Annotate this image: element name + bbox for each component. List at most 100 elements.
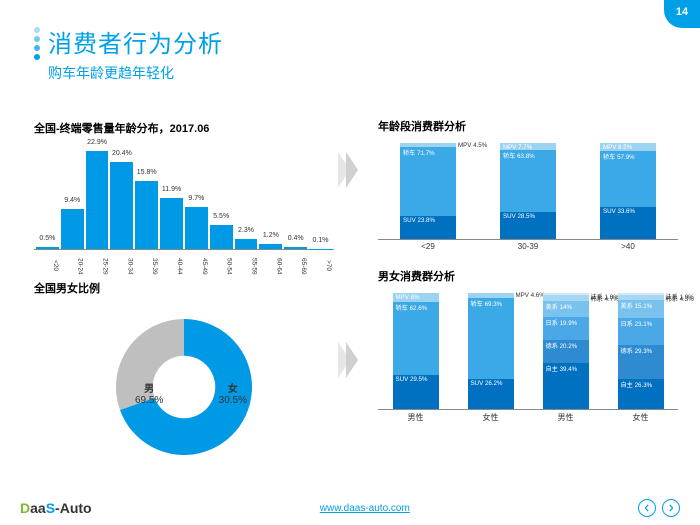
stacked-segment: 轿车 69.3% (468, 298, 514, 378)
segment-label: 自主 26.3% (621, 380, 653, 389)
main-title: 消费者行为分析 (48, 24, 223, 59)
segment-label: 美系 14% (546, 302, 572, 311)
subtitle: 购车年龄更趋年轻化 (48, 63, 223, 83)
next-button[interactable] (662, 499, 680, 517)
stacked-segment: SUV 23.8% (400, 216, 456, 239)
histogram-bar: 2.3% (235, 239, 258, 249)
segment-label: 轿车 69.3% (471, 299, 503, 308)
stacked-segment: 德系 20.2% (543, 340, 589, 363)
histogram-value-label: 9.7% (188, 195, 204, 202)
histogram-bar: 0.5% (36, 247, 59, 249)
histogram-x-label: 60-64 (259, 250, 282, 280)
stacked-bar: 自主 26.3%德系 29.3%日系 23.1%美系 15.1%韩系 4.3%法… (618, 293, 664, 409)
stack-x-label: 男性 (543, 412, 589, 423)
segment-label: SUV 23.8% (403, 217, 435, 224)
stacked-segment: MPV 8% (393, 293, 439, 302)
decor-dots-icon (34, 27, 40, 60)
age-stack-section: 年龄段消费群分析 SUV 23.8%轿车 71.7%MPV 4.5%SUV 28… (378, 118, 678, 251)
prev-button[interactable] (638, 499, 656, 517)
segment-label: MPV 8% (396, 294, 420, 301)
stacked-bar: SUV 23.8% 轿车 71.7%MPV 4.5% (400, 143, 456, 239)
segment-label: 法系 1.8% (591, 292, 619, 301)
segment-label: 轿车 63.8% (503, 151, 535, 160)
stacked-bar: SUV 26.2% 轿车 69.3%MPV 4.6% (468, 293, 514, 409)
segment-label: 轿车 71.7% (403, 148, 435, 157)
histogram-chart: 0.5%9.4%22.9%20.4%15.8%11.9%9.7%5.5%2.3%… (34, 142, 334, 250)
gender-stack-x-axis: 男性女性男性女性 (378, 412, 678, 423)
histogram-bar: 15.8% (135, 181, 158, 249)
segment-label: SUV 26.2% (471, 380, 503, 387)
stacked-segment: 韩系 4.3% (618, 295, 664, 300)
stacked-segment: MPV 4.6% (468, 293, 514, 298)
segment-label: 德系 20.2% (546, 341, 578, 350)
histogram-x-label: 20-24 (61, 250, 84, 280)
donut-section: 全国男女比例 男69.5% 女30.5% (34, 280, 334, 472)
stack-x-label: >40 (600, 242, 656, 251)
stacked-segment: 轿车 62.6% (393, 302, 439, 375)
nav-buttons (638, 499, 680, 517)
histogram-section: 全国-终端零售量年龄分布，2017.06 0.5%9.4%22.9%20.4%1… (34, 120, 334, 280)
donut-title: 全国男女比例 (34, 280, 334, 296)
stack-x-label: 男性 (393, 412, 439, 423)
gender-stack-chart: SUV 29.5% 轿车 62.6% MPV 8% SUV 26.2% 轿车 69.3%… (378, 288, 678, 410)
histogram-bar: 11.9% (160, 198, 183, 249)
stacked-segment: 轿车 63.8% (500, 150, 556, 211)
histogram-value-label: 11.9% (162, 186, 181, 193)
stacked-segment: MPV 7.7% (500, 143, 556, 150)
stacked-segment: SUV 28.5% (500, 212, 556, 239)
histogram-value-label: 0.5% (39, 235, 55, 242)
stacked-segment: 轿车 71.7% (400, 147, 456, 216)
segment-label: MPV 4.6% (516, 292, 545, 299)
segment-label: SUV 33.6% (603, 208, 635, 215)
donut-label-female: 女30.5% (219, 380, 247, 406)
histogram-x-label: 25-29 (86, 250, 109, 280)
histogram-bar: 1.2% (259, 244, 282, 249)
site-link[interactable]: www.daas-auto.com (320, 503, 410, 514)
slide: 14 消费者行为分析 购车年龄更趋年轻化 全国-终端零售量年龄分布，2017.0… (0, 0, 700, 525)
stacked-segment: MPV 4.5% (400, 143, 456, 147)
stacked-segment: 自主 39.4% (543, 363, 589, 409)
age-stack-x-axis: <2930-39>40 (378, 242, 678, 251)
histogram-bar: 9.7% (185, 207, 208, 249)
segment-label: 法系 1.9% (666, 292, 694, 301)
stacked-segment: MPV 8.5% (600, 143, 656, 151)
histogram-value-label: 20.4% (112, 150, 132, 157)
histogram-value-label: 9.4% (64, 197, 80, 204)
histogram-value-label: 2.3% (238, 227, 254, 234)
footer: DaaS-Auto www.daas-auto.com (0, 497, 700, 519)
histogram-x-label: >70 (309, 250, 332, 280)
segment-label: 自主 39.4% (546, 364, 578, 373)
age-stack-chart: SUV 23.8% 轿车 71.7%MPV 4.5% SUV 28.5% 轿车 63.… (378, 138, 678, 240)
stacked-segment: 法系 1.8% (543, 293, 589, 295)
stacked-segment: 德系 29.3% (618, 345, 664, 379)
stacked-bar: SUV 33.6%轿车 57.9%MPV 8.5% (600, 143, 656, 239)
stack-x-label: 女性 (618, 412, 664, 423)
gender-stack-section: 男女消费群分析 SUV 29.5% 轿车 62.6% MPV 8% SUV 26.2%… (378, 268, 678, 423)
stacked-bar: SUV 29.5% 轿车 62.6% MPV 8% (393, 293, 439, 409)
segment-label: 日系 23.1% (621, 319, 653, 328)
histogram-value-label: 15.8% (137, 169, 157, 176)
histogram-bar: 9.4% (61, 209, 84, 249)
segment-label: SUV 29.5% (396, 376, 428, 383)
histogram-value-label: 0.4% (288, 235, 304, 242)
stacked-segment: SUV 33.6% (600, 207, 656, 239)
histogram-value-label: 22.9% (87, 139, 107, 146)
segment-label: 轿车 62.6% (396, 303, 428, 312)
stacked-bar: SUV 28.5% 轿车 63.8%MPV 7.7% (500, 143, 556, 239)
histogram-x-label: 55-59 (235, 250, 258, 280)
gender-stack-title: 男女消费群分析 (378, 268, 678, 284)
histogram-bar: 0.4% (284, 247, 307, 249)
stacked-segment: 日系 23.1% (618, 318, 664, 345)
title-area: 消费者行为分析 购车年龄更趋年轻化 (34, 24, 223, 83)
stack-x-label: 30-39 (500, 242, 556, 251)
stacked-segment: 美系 14% (543, 301, 589, 317)
histogram-x-label: 50-54 (210, 250, 233, 280)
stacked-segment: 法系 1.9% (618, 293, 664, 295)
histogram-x-label: 40-44 (160, 250, 183, 280)
logo: DaaS-Auto (20, 500, 92, 516)
histogram-x-label: 65-69 (284, 250, 307, 280)
stacked-segment: 日系 19.9% (543, 317, 589, 340)
histogram-x-label: 35-39 (135, 250, 158, 280)
histogram-value-label: 1.2% (263, 232, 279, 239)
donut-chart: 男69.5% 女30.5% (99, 302, 269, 472)
